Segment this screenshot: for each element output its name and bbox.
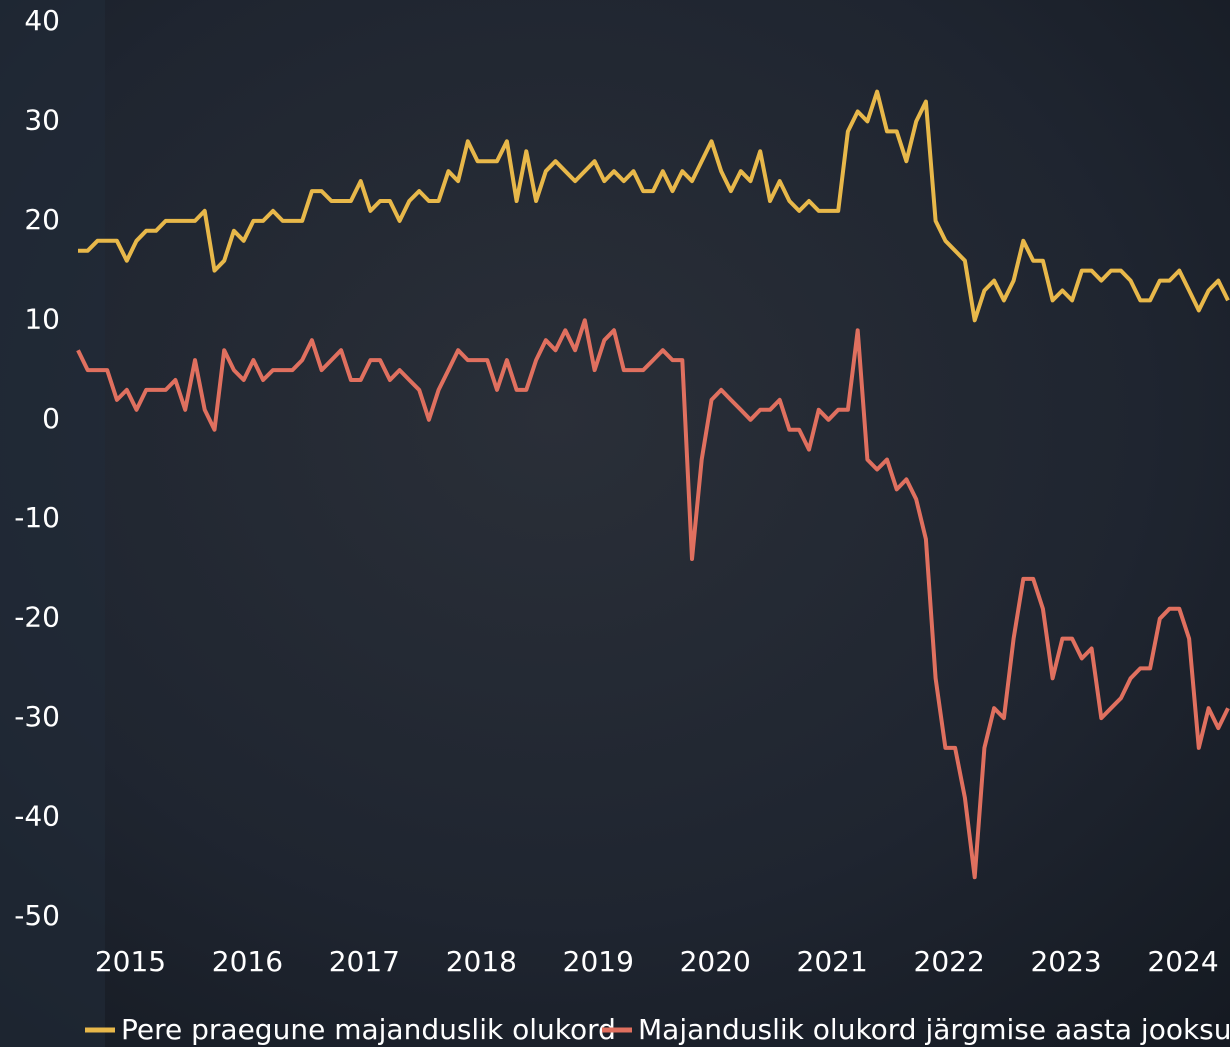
y-tick-label: 0 (42, 402, 60, 435)
y-tick-label: 10 (24, 302, 60, 335)
x-tick-label: 2018 (446, 945, 517, 978)
y-tick-label: -40 (14, 800, 60, 833)
y-tick-label: 40 (24, 4, 60, 37)
x-tick-label: 2022 (914, 945, 985, 978)
x-tick-label: 2023 (1030, 945, 1101, 978)
x-tick-label: 2020 (680, 945, 751, 978)
background-panel (0, 0, 105, 1047)
y-tick-label: -10 (14, 501, 60, 534)
y-tick-label: 20 (24, 203, 60, 236)
legend-label: Pere praegune majanduslik olukord (121, 1013, 616, 1046)
line-series (76, 318, 1230, 880)
y-tick-label: -30 (14, 700, 60, 733)
x-tick-label: 2017 (329, 945, 400, 978)
x-tick-label: 2024 (1147, 945, 1218, 978)
x-tick-label: 2016 (212, 945, 283, 978)
legend-label: Majanduslik olukord järgmise aasta jooks… (638, 1013, 1230, 1046)
y-tick-label: 30 (24, 103, 60, 136)
y-tick-label: -50 (14, 899, 60, 932)
x-tick-label: 2019 (563, 945, 634, 978)
y-tick-label: -20 (14, 601, 60, 634)
x-tick-label: 2015 (95, 945, 166, 978)
x-tick-label: 2021 (797, 945, 868, 978)
line-series (78, 89, 1230, 323)
